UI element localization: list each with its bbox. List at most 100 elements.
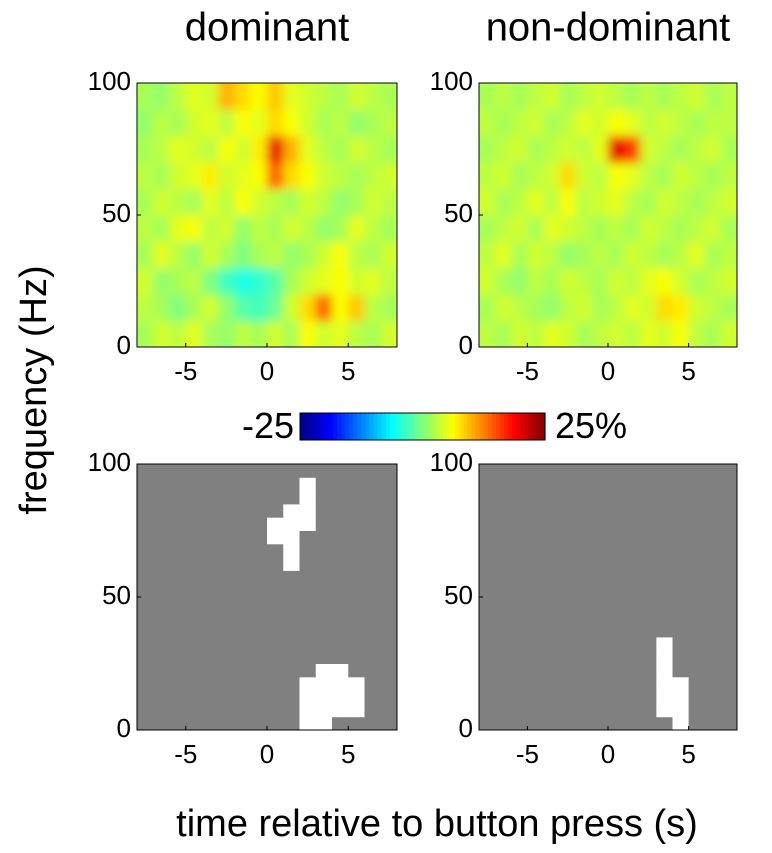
y-tick-label: 100 [88,447,131,477]
cell [185,517,203,531]
cell [591,610,609,625]
cell [495,530,512,545]
cell [348,517,365,531]
cell [640,690,657,704]
cell [704,690,722,704]
cell [704,135,722,163]
cell [267,636,284,651]
cell [185,716,203,730]
cell [575,597,593,611]
cell [185,543,203,558]
cell [153,320,170,347]
cell [479,267,496,295]
cell [640,135,657,163]
cell [202,663,219,678]
cell [332,583,349,598]
cell [704,241,722,269]
cell [591,241,609,269]
cell [332,650,349,664]
colorbar-swatch [381,413,387,440]
cell [185,241,203,269]
cell [511,215,528,242]
cell [169,320,187,347]
cell [575,188,593,216]
cell [234,320,252,347]
cell [364,557,382,571]
cell [575,570,593,585]
cell [640,464,657,478]
cell [250,464,268,478]
cell [202,162,219,190]
x-tick-label: 5 [341,356,355,386]
cell [283,636,300,651]
cell [218,530,235,545]
cell [543,215,561,242]
cell [575,215,593,242]
cell [672,241,690,269]
cell [283,294,300,322]
cell [315,610,333,625]
cell [185,215,203,242]
colorbar-swatch [434,413,440,440]
cell [299,188,317,216]
cell [185,650,203,664]
cell [137,294,154,322]
cell [720,663,737,678]
cell [315,241,333,269]
cell [348,570,365,585]
cell [624,676,641,691]
cell [283,490,300,505]
cell [234,530,252,545]
cell [185,583,203,598]
cell [608,188,625,216]
cell [543,650,561,664]
cell [267,109,284,137]
cell [169,690,187,704]
cell [315,188,333,216]
cell [250,636,268,651]
cell [299,557,317,571]
cell [543,320,561,347]
cell [380,490,397,505]
cell [559,570,577,585]
cell [364,83,382,110]
cell [656,109,673,137]
cell [704,464,722,478]
cell [267,517,284,531]
cell [704,703,722,718]
cell [495,517,512,531]
cell [380,477,397,492]
cell [511,464,528,478]
cell [283,543,300,558]
cell [315,703,333,718]
cell [688,703,706,718]
cell [364,162,382,190]
cell [250,490,268,505]
cell [153,294,170,322]
colorbar-tick-label: 25% [555,405,627,446]
colorbar-swatch [328,413,334,440]
cell [527,676,544,691]
colorbar-swatch [479,413,485,440]
cell [299,703,317,718]
cell [332,663,349,678]
cell [672,583,690,598]
cell [672,477,690,492]
cell [332,188,349,216]
cell [169,135,187,163]
cell [218,690,235,704]
cell [299,623,317,638]
cell [348,267,365,295]
cell [267,716,284,730]
cell [348,477,365,492]
cell [283,557,300,571]
cell [720,690,737,704]
cell [543,188,561,216]
cell [153,623,170,638]
cell [720,583,737,598]
cell [704,294,722,322]
cell [332,503,349,518]
cell [218,135,235,163]
cell [332,241,349,269]
cell [299,490,317,505]
